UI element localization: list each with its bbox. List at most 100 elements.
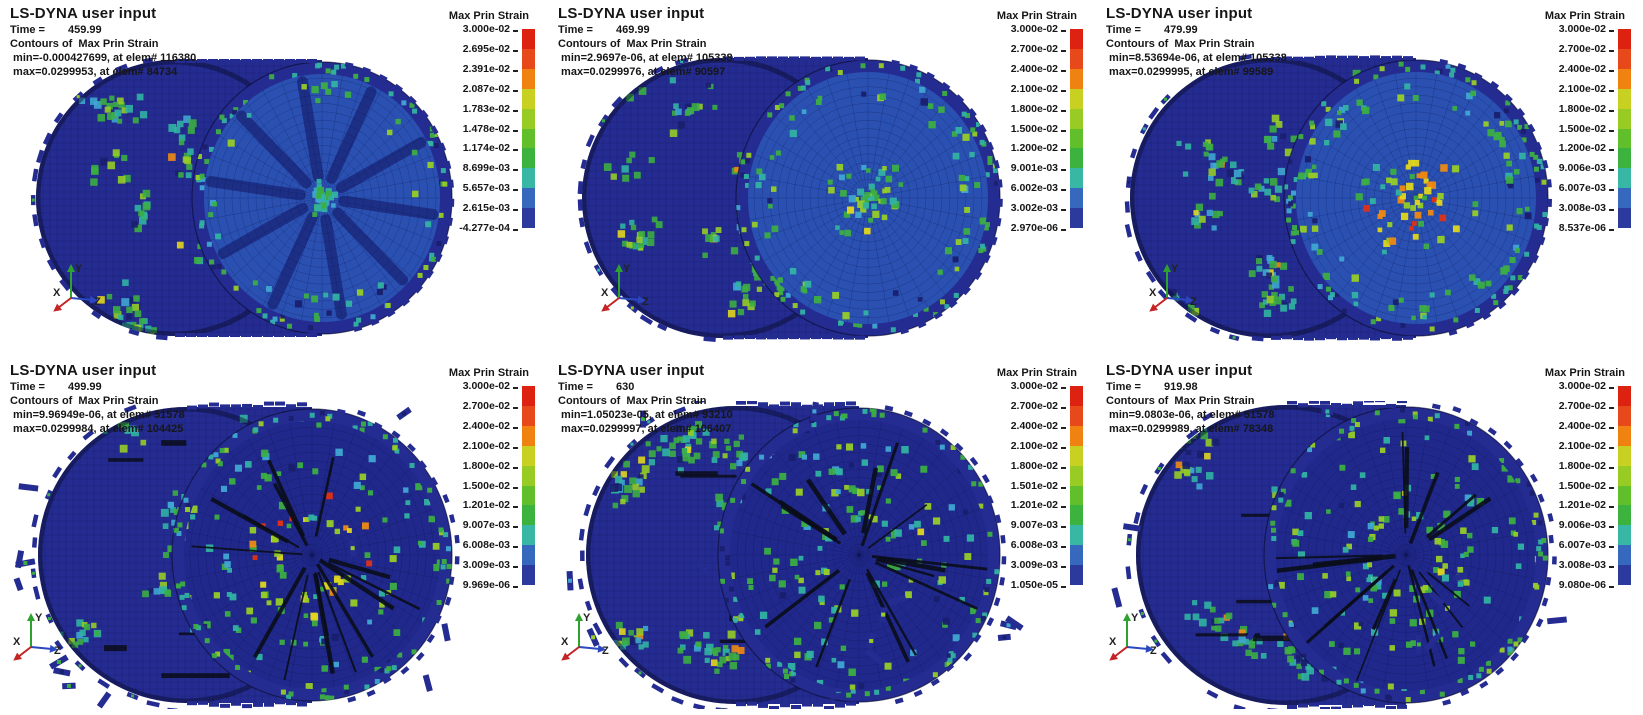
max-line: max=0.0299976, at elem# 90597: [558, 66, 726, 78]
colorbar-band: [1618, 108, 1631, 129]
colorbar-tick: 9.001e-03: [1011, 162, 1066, 174]
colorbar-tick: 3.009e-03: [463, 559, 518, 571]
colorbar-gradient: [1070, 29, 1083, 229]
colorbar-band: [522, 505, 535, 526]
colorbar-legend: Max Prin Strain 3.000e-02 2.700e-02 2.400e…: [965, 10, 1085, 237]
strain-mesh-viewport[interactable]: [4, 44, 478, 352]
max-line: max=0.0299984, at elem# 104425: [10, 423, 184, 435]
colorbar-legend: Max Prin Strain 3.000e-02 2.695e-02 2.391e…: [417, 10, 537, 237]
colorbar-tick: 1.800e-02: [1011, 103, 1066, 115]
colorbar-tick: 2.100e-02: [1011, 83, 1066, 95]
colorbar-tick: 2.695e-02: [463, 43, 518, 55]
max-line: max=0.0299995, at elem# 99589: [1106, 66, 1274, 78]
colorbar-tick: 2.391e-02: [463, 63, 518, 75]
colorbar-band: [522, 485, 535, 506]
colorbar-band: [522, 148, 535, 169]
panel-header: LS-DYNA user input Time = 919.98 Contours…: [1106, 362, 1274, 436]
colorbar-band: [1070, 405, 1083, 426]
colorbar-tick: 9.006e-03: [1559, 519, 1614, 531]
colorbar-tick: 2.400e-02: [1011, 63, 1066, 75]
colorbar-gradient: [522, 29, 535, 229]
panel-header: LS-DYNA user input Time = 459.99 Contours…: [10, 5, 196, 79]
colorbar-band: [1070, 505, 1083, 526]
strain-mesh-viewport[interactable]: [552, 401, 1026, 709]
colorbar-tick-labels: 3.000e-02 2.695e-02 2.391e-02 2.087e-02 1.78…: [422, 23, 518, 234]
contours-line: Contours of Max Prin Strain: [558, 395, 707, 407]
strain-mesh-viewport[interactable]: [4, 401, 478, 709]
colorbar-band: [1070, 148, 1083, 169]
axis-label-y: Y: [1131, 612, 1139, 624]
time-value: 499.99: [68, 381, 102, 393]
colorbar-tick: 2.100e-02: [1559, 440, 1614, 452]
time-line: Time = 630: [558, 380, 733, 394]
time-label: Time =: [1106, 381, 1141, 393]
colorbar-tick: 3.008e-03: [1559, 559, 1614, 571]
time-label: Time =: [10, 381, 45, 393]
colorbar-band: [1618, 525, 1631, 546]
simulation-panel: LS-DYNA user input Time = 469.99 Contours…: [548, 0, 1095, 357]
colorbar-tick: 2.087e-02: [463, 83, 518, 95]
axis-triad-icon: Y X Z: [53, 263, 101, 312]
panel-header: LS-DYNA user input Time = 630 Contours of…: [558, 362, 733, 436]
colorbar-tick: 9.006e-03: [1559, 162, 1614, 174]
axis-label-x: X: [1109, 636, 1117, 648]
time-value: 919.98: [1164, 381, 1198, 393]
axis-triad-icon: Y X Z: [1149, 263, 1197, 312]
strain-mesh-viewport[interactable]: [1100, 44, 1574, 352]
axis-label-y: Y: [1171, 263, 1179, 275]
strain-mesh-viewport[interactable]: [1100, 401, 1574, 709]
colorbar-body: 3.000e-02 2.695e-02 2.391e-02 2.087e-02 1.78…: [417, 23, 537, 237]
colorbar-body: 3.000e-02 2.700e-02 2.400e-02 2.100e-02 1.80…: [965, 23, 1085, 237]
colorbar-band: [522, 68, 535, 89]
colorbar-tick: 8.699e-03: [463, 162, 518, 174]
panel-header: LS-DYNA user input Time = 499.99 Contours…: [10, 362, 185, 436]
colorbar-tick: 1.201e-02: [1559, 499, 1614, 511]
colorbar-tick: 6.008e-03: [463, 539, 518, 551]
colorbar-band: [1618, 425, 1631, 446]
colorbar-band: [522, 88, 535, 109]
panel-title: LS-DYNA user input: [558, 362, 705, 379]
colorbar-tick: 3.000e-02: [1559, 380, 1614, 392]
colorbar-band: [1070, 128, 1083, 149]
colorbar-tick: 2.400e-02: [463, 420, 518, 432]
colorbar-tick-labels: 3.000e-02 2.700e-02 2.400e-02 2.100e-02 1.80…: [1518, 23, 1614, 234]
time-line: Time = 459.99: [10, 23, 196, 37]
colorbar-tick: 1.800e-02: [1559, 103, 1614, 115]
colorbar-tick: 6.008e-03: [1011, 539, 1066, 551]
colorbar-tick: 2.400e-02: [1559, 420, 1614, 432]
colorbar-tick: 1.478e-02: [463, 123, 518, 135]
colorbar-tick: 3.000e-02: [1011, 23, 1066, 35]
colorbar-band: [1618, 565, 1631, 586]
colorbar-band: [522, 465, 535, 486]
contours-line: Contours of Max Prin Strain: [1106, 395, 1255, 407]
colorbar-tick: 3.008e-03: [1559, 202, 1614, 214]
time-label: Time =: [1106, 24, 1141, 36]
colorbar-band: [522, 545, 535, 566]
colorbar-band: [1618, 545, 1631, 566]
strain-mesh-viewport[interactable]: [552, 44, 1026, 352]
colorbar-legend: Max Prin Strain 3.000e-02 2.700e-02 2.400e…: [965, 367, 1085, 594]
time-value: 479.99: [1164, 24, 1198, 36]
max-line: max=0.0299953, at elem# 84734: [10, 66, 178, 78]
colorbar-tick: 2.970e-06: [1011, 222, 1066, 234]
colorbar-band: [1618, 188, 1631, 209]
colorbar-band: [1070, 208, 1083, 229]
colorbar-gradient: [1618, 29, 1631, 229]
contours-line: Contours of Max Prin Strain: [1106, 38, 1255, 50]
time-label: Time =: [558, 24, 593, 36]
colorbar-band: [1070, 88, 1083, 109]
colorbar-band: [1070, 108, 1083, 129]
colorbar-band: [1070, 525, 1083, 546]
colorbar-band: [1070, 68, 1083, 89]
colorbar-band: [522, 48, 535, 69]
axis-label-z: Z: [1190, 296, 1197, 308]
panel-title: LS-DYNA user input: [558, 5, 705, 22]
axis-label-y: Y: [583, 612, 591, 624]
colorbar-tick: 3.000e-02: [1559, 23, 1614, 35]
colorbar-band: [522, 168, 535, 189]
colorbar-band: [1070, 168, 1083, 189]
colorbar-legend: Max Prin Strain 3.000e-02 2.700e-02 2.400e…: [1513, 367, 1633, 594]
colorbar-band: [1618, 68, 1631, 89]
colorbar-band: [1070, 48, 1083, 69]
panel-header: LS-DYNA user input Time = 479.99 Contours…: [1106, 5, 1287, 79]
